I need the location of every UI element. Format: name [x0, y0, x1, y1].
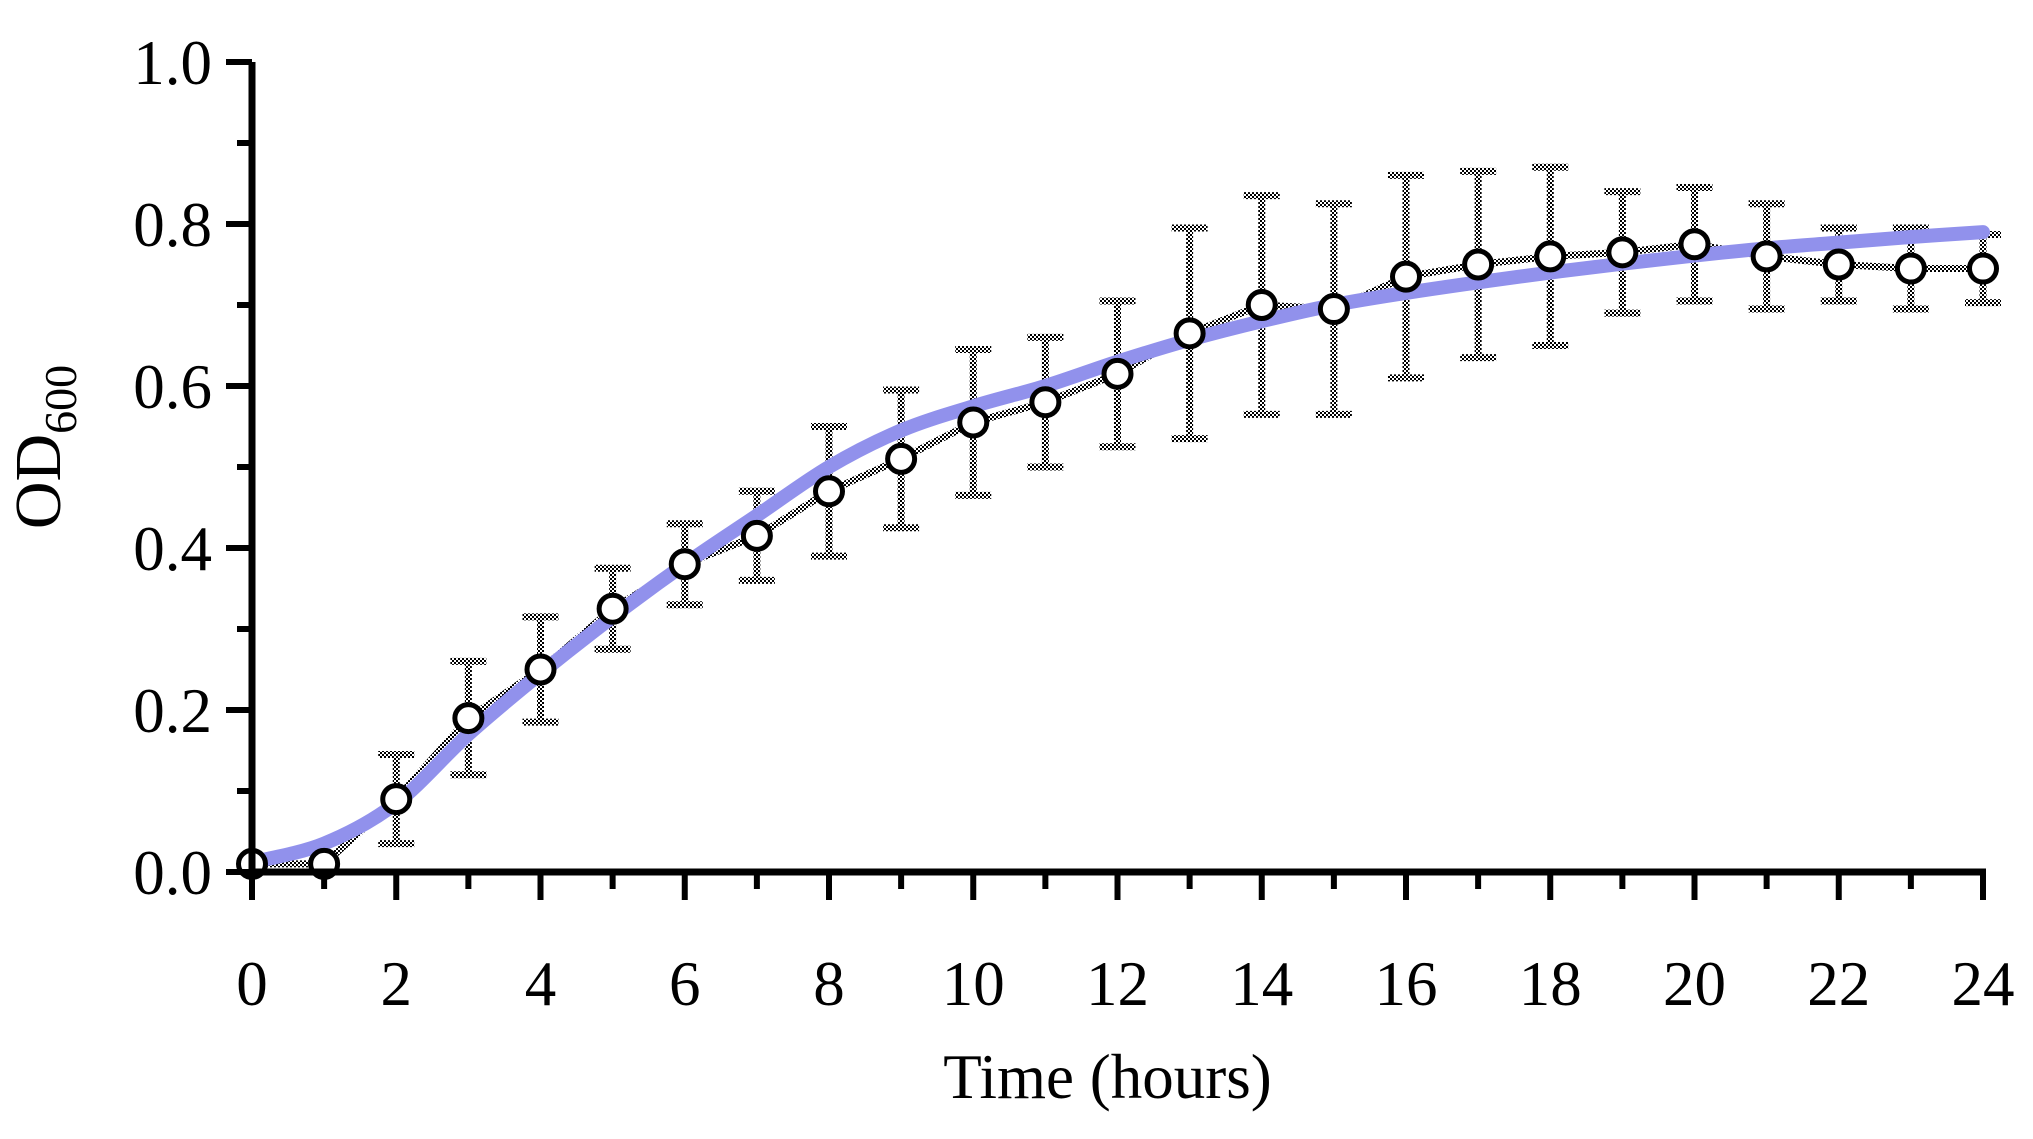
data-point-marker	[668, 548, 701, 581]
y-tick-label: 0.2	[133, 676, 212, 746]
y-tick-label: 0.8	[133, 190, 212, 260]
data-point-marker	[524, 653, 557, 686]
data-point-marker	[885, 442, 918, 475]
tick-marks	[226, 59, 1986, 900]
x-tick-label: 18	[1519, 949, 1582, 1019]
y-tick-label: 0.0	[133, 838, 212, 908]
data-point-marker	[957, 406, 990, 439]
x-tick-label: 2	[381, 949, 413, 1019]
data-point-marker	[1101, 357, 1134, 390]
data-point-marker	[1173, 317, 1206, 350]
x-tick-label: 12	[1086, 949, 1149, 1019]
x-axis-title: Time (hours)	[943, 1042, 1271, 1112]
data-point-marker	[380, 783, 413, 816]
x-tick-label: 16	[1375, 949, 1438, 1019]
data-point-marker	[596, 592, 629, 625]
x-tick-label: 24	[1952, 949, 2015, 1019]
data-point-marker	[740, 519, 773, 552]
data-point-marker	[1822, 248, 1855, 281]
x-tick-label: 0	[236, 949, 268, 1019]
observed-markers	[236, 228, 1999, 880]
data-point-marker	[1245, 289, 1278, 321]
data-point-marker	[452, 702, 485, 735]
data-point-marker	[1390, 260, 1422, 293]
y-tick-label: 0.6	[133, 352, 212, 422]
data-point-marker	[1678, 228, 1711, 261]
x-tick-label: 8	[813, 949, 845, 1019]
x-tick-label: 22	[1807, 949, 1870, 1019]
x-tick-label: 4	[525, 949, 557, 1019]
axes	[248, 62, 1986, 876]
data-point-marker	[1750, 240, 1783, 273]
x-tick-label: 14	[1230, 949, 1293, 1019]
y-tick-label: 1.0	[133, 28, 212, 98]
data-point-marker	[1029, 386, 1062, 419]
data-point-marker	[1317, 293, 1350, 326]
x-tick-label: 20	[1663, 949, 1726, 1019]
data-point-marker	[1606, 236, 1639, 269]
y-tick-labels: 0.0 0.2 0.4 0.6 0.8 1.0	[133, 28, 212, 908]
y-axis-title-subscript: 600	[35, 365, 86, 434]
data-point-marker	[813, 475, 845, 508]
x-tick-label: 10	[942, 949, 1005, 1019]
x-tick-labels: 0 2 4 6 8 10 12 14 16 18 20 22 24	[236, 949, 2014, 1019]
y-axis-title: OD600	[2, 365, 86, 529]
data-point-marker	[1534, 240, 1567, 273]
y-axis-title-main: OD	[2, 434, 75, 529]
data-point-marker	[1462, 248, 1495, 281]
data-point-marker	[1967, 252, 1999, 285]
y-tick-label: 0.4	[133, 514, 212, 584]
data-point-marker	[1894, 252, 1927, 285]
x-tick-label: 6	[669, 949, 701, 1019]
